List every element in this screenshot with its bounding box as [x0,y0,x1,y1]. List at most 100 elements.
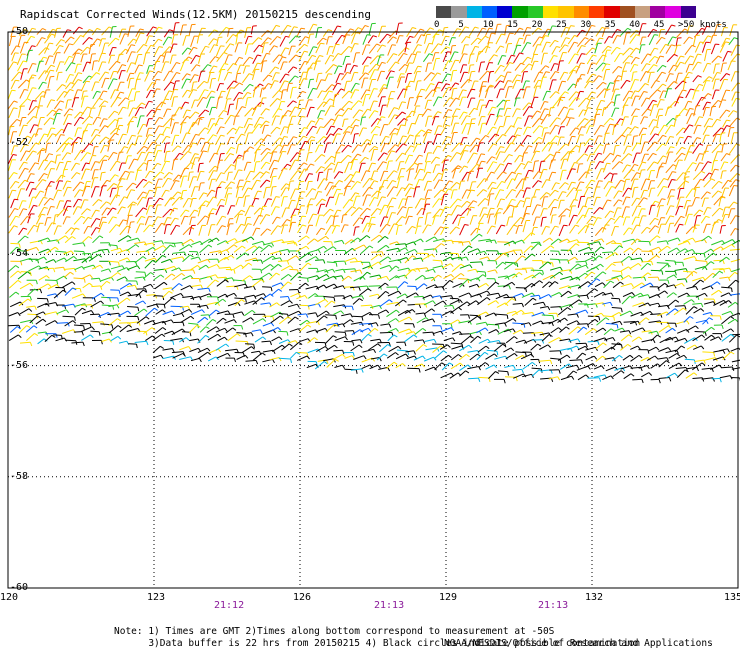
wind-barb [513,97,517,107]
wind-barb [281,219,288,227]
wind-barb-tick [105,136,110,140]
wind-barb [260,244,270,253]
wind-barb-tick [24,28,29,32]
wind-barb [98,136,107,145]
wind-barb [548,281,556,288]
wind-barb [251,279,262,288]
wind-barb [55,275,65,282]
wind-barb [560,151,569,161]
wind-barb [315,198,323,207]
wind-barb-tick [471,88,476,91]
wind-barb-tick [581,74,586,76]
wind-barb-tick [98,199,103,202]
wind-barb-tick [24,167,29,170]
wind-barb [314,154,322,163]
wind-barb [549,159,553,170]
wind-barb-tick [14,198,19,201]
wind-barb-tick [701,170,706,174]
wind-barb [530,280,540,288]
wind-barb [638,208,642,217]
wind-barb [216,126,222,135]
wind-barb-tick [710,261,715,265]
wind-barb [367,35,374,44]
wind-barb [433,81,439,91]
wind-barb [226,172,230,181]
wind-barb-tick [654,55,659,59]
wind-barb-tick [377,118,382,121]
wind-barb [80,130,85,143]
wind-barb-tick [98,278,102,283]
wind-barb-tick [618,75,623,78]
wind-barb [565,108,571,118]
wind-barb [208,179,213,190]
wind-barb [153,150,159,162]
wind-barb [640,190,645,199]
wind-barb-tick [64,235,69,239]
wind-barb [28,162,36,173]
wind-barb [260,161,267,170]
wind-barb [116,186,120,199]
wind-barb-tick [337,25,342,28]
wind-barb-tick [629,247,634,251]
wind-barb-tick [408,183,413,186]
wind-barb [358,235,368,242]
wind-barb-tick [244,252,249,256]
wind-barb [539,306,548,309]
wind-barb-tick [562,191,567,193]
wind-barb [647,180,652,190]
wind-barb [459,224,466,236]
wind-barb-tick [43,159,48,162]
wind-barb [584,223,590,234]
wind-barb-tick [330,215,335,218]
wind-barb-tick [609,82,614,84]
wind-barb [352,298,360,305]
wind-barb [295,197,300,209]
wind-barb [702,107,707,117]
wind-barb [117,206,123,215]
wind-barb [153,125,160,135]
wind-barb [161,61,166,72]
wind-barb-tick [186,115,191,119]
wind-barb-tick [221,198,226,201]
wind-barb-tick [17,279,22,283]
wind-barb-tick [575,97,580,100]
wind-barb [702,63,708,73]
wind-barb [532,180,539,188]
wind-barb [583,138,591,147]
wind-barb-tick [186,132,191,135]
wind-barb [117,267,127,273]
wind-barb [422,129,429,137]
wind-barb [486,161,494,173]
wind-barb-tick [537,180,542,183]
wind-barb [172,272,182,281]
wind-barb-tick [303,162,308,166]
wind-barb [46,246,56,254]
wind-barb-tick [319,55,324,57]
wind-barb-tick [374,145,379,149]
wind-barb [386,186,395,197]
wind-barb [331,44,337,54]
wind-barb [674,282,683,287]
wind-barb-tick [223,52,228,55]
wind-barb [106,183,115,192]
wind-barb [415,274,423,281]
wind-barb [541,127,545,137]
wind-barb [530,150,537,161]
wind-barb-tick [277,225,282,228]
wind-barb [206,90,212,99]
wind-barb [530,243,539,251]
wind-barb [620,80,628,89]
wind-barb-tick [90,253,93,258]
wind-barb-tick [285,187,290,190]
wind-barb [233,92,240,102]
wind-barb-tick [537,27,542,31]
wind-barb [450,45,453,55]
wind-barb [289,215,293,227]
wind-barb-tick [333,297,336,302]
wind-barb [692,224,697,233]
wind-barb [108,260,119,263]
wind-barb [594,282,603,288]
wind-barb [488,133,496,143]
wind-barb-tick [278,108,283,111]
wind-barb [18,168,26,179]
